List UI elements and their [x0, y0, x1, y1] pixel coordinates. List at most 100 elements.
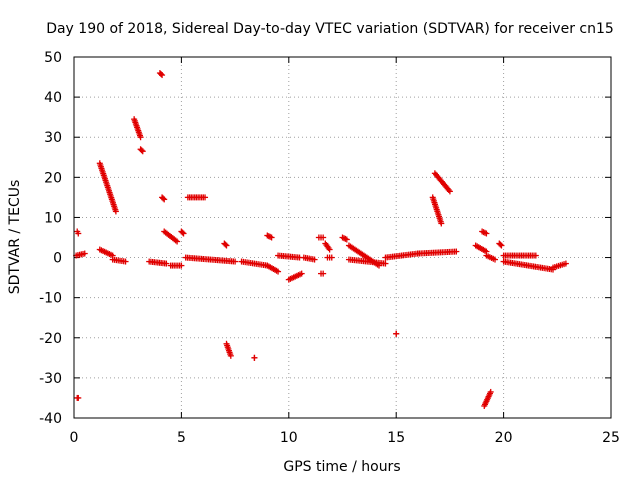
data-point	[498, 242, 505, 249]
data-point	[160, 195, 167, 202]
data-point	[320, 270, 327, 277]
data-point	[311, 256, 318, 263]
data-point	[157, 71, 164, 78]
y-tick-label: -10	[39, 291, 62, 307]
data-point	[180, 230, 187, 237]
data-point	[222, 241, 229, 248]
data-point	[251, 354, 258, 361]
data-segment	[156, 70, 166, 79]
data-segment	[161, 228, 181, 245]
data-segment	[167, 262, 185, 269]
data-point	[326, 246, 333, 253]
data-segment	[96, 160, 119, 215]
data-segment	[315, 234, 327, 241]
data-segment	[238, 258, 271, 269]
data-segment	[74, 228, 82, 237]
data-point	[267, 233, 274, 240]
data-segment	[479, 228, 490, 237]
data-point	[340, 235, 347, 242]
data-point	[223, 242, 230, 249]
data-point	[161, 196, 168, 203]
data-point	[483, 230, 490, 237]
y-tick-label: 40	[44, 90, 62, 106]
data-point	[265, 233, 272, 240]
data-segment	[550, 260, 569, 271]
chart-title: Day 190 of 2018, Sidereal Day-to-day VTE…	[46, 21, 614, 37]
data-point	[497, 241, 504, 248]
grid-lines	[74, 57, 611, 418]
data-point	[137, 134, 144, 141]
data-segment	[73, 250, 88, 259]
data-segment	[339, 234, 350, 243]
x-tick-label: 0	[70, 430, 79, 446]
series-sdtvar	[73, 70, 569, 409]
data-segment	[109, 256, 129, 265]
data-point	[174, 238, 181, 245]
data-point	[532, 252, 539, 259]
data-point	[122, 258, 129, 265]
data-segment	[131, 116, 144, 141]
y-tick-label: -20	[39, 331, 62, 347]
data-point	[227, 352, 234, 359]
data-point	[202, 194, 209, 201]
data-point	[393, 330, 400, 337]
x-tick-label: 10	[280, 430, 298, 446]
data-point	[178, 262, 185, 269]
plot-frame	[73, 56, 612, 419]
data-segment	[96, 246, 116, 259]
data-point	[492, 256, 499, 263]
data-point	[163, 260, 170, 267]
data-segment	[345, 256, 389, 267]
data-segment	[382, 250, 421, 261]
data-point	[487, 388, 494, 395]
data-segment	[182, 254, 239, 265]
data-segment	[500, 258, 557, 273]
data-segment	[429, 194, 445, 227]
data-point	[139, 148, 146, 155]
y-tick-label: 20	[44, 170, 62, 186]
data-point	[562, 260, 569, 267]
data-point	[343, 236, 350, 243]
data-point	[138, 147, 145, 154]
data-segment	[318, 270, 327, 277]
y-tick-label: 50	[44, 50, 62, 66]
data-point	[320, 234, 327, 241]
data-point	[342, 235, 349, 242]
data-point	[481, 229, 488, 236]
data-segment	[472, 242, 490, 255]
data-segment	[275, 252, 303, 261]
x-axis-title: GPS time / hours	[283, 459, 400, 475]
data-segment	[137, 146, 146, 155]
data-point	[275, 268, 282, 275]
y-tick-label: -40	[39, 411, 62, 427]
data-segment	[414, 248, 460, 257]
data-point	[328, 254, 335, 261]
data-segment	[223, 340, 234, 359]
data-segment	[324, 254, 335, 261]
data-segment	[159, 194, 168, 203]
data-point	[81, 250, 88, 257]
y-axis-title: SDTVAR / TECUs	[7, 180, 23, 295]
data-segment	[184, 194, 209, 201]
x-tick-label: 15	[387, 430, 405, 446]
data-segment	[481, 388, 494, 409]
data-point	[438, 220, 445, 227]
data-point	[480, 229, 487, 236]
y-tick-label: 30	[44, 130, 62, 146]
data-segment	[496, 240, 505, 249]
data-segment	[221, 240, 230, 249]
data-point	[75, 230, 82, 237]
data-segment	[322, 240, 333, 253]
y-tick-label: 0	[53, 251, 62, 267]
data-point	[112, 208, 119, 215]
data-segment	[393, 330, 400, 337]
data-segment	[251, 354, 258, 361]
data-point	[232, 258, 239, 265]
y-tick-label: -30	[39, 371, 62, 387]
x-tick-label: 20	[495, 430, 513, 446]
data-segment	[178, 228, 187, 237]
data-point	[446, 188, 453, 195]
data-segment	[500, 252, 539, 259]
data-segment	[285, 270, 305, 283]
